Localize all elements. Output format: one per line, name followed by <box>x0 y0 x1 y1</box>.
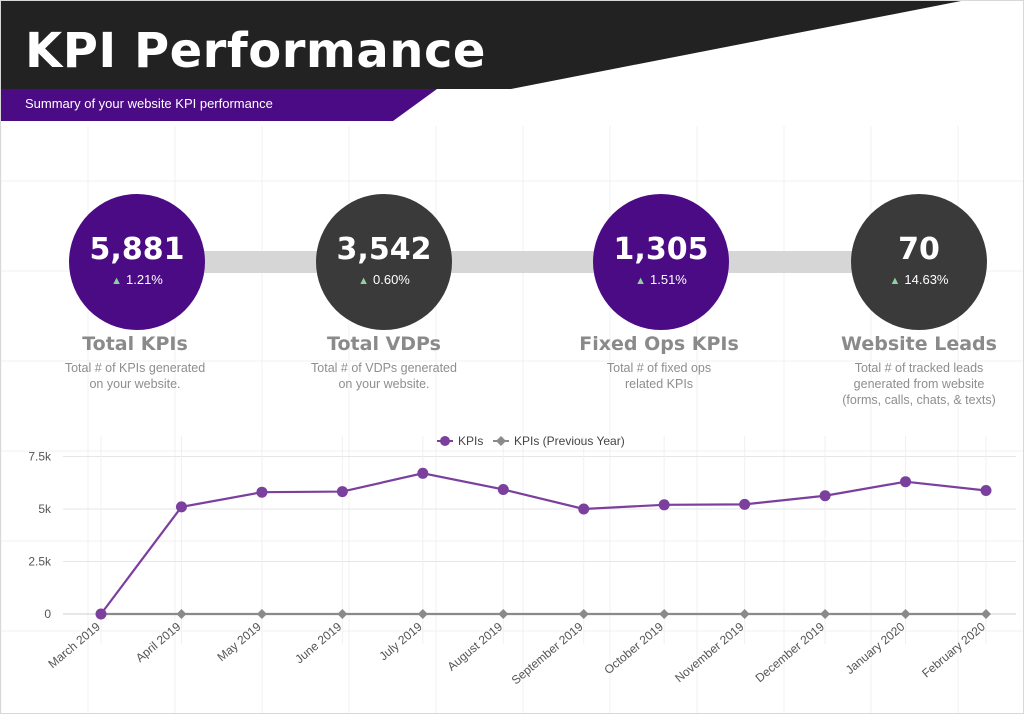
header-dark-band <box>1 1 961 89</box>
kpi-description: Total # of tracked leads generated from … <box>819 360 1019 408</box>
series-line <box>100 472 987 615</box>
x-tick-label: July 2019 <box>376 619 425 663</box>
kpi-circle-total-vdps: 3,542 ▲ 0.60% <box>316 194 452 330</box>
legend-label: KPIs <box>458 434 483 448</box>
data-point-kpis[interactable] <box>175 501 187 513</box>
kpi-change: 1.51% <box>650 272 687 287</box>
kpi-description-line: Total # of KPIs generated <box>64 361 206 375</box>
kpi-description: Total # of fixed ops related KPIs <box>559 360 759 392</box>
x-tick-label: December 2019 <box>753 619 828 685</box>
data-point-kpis[interactable] <box>417 467 429 479</box>
kpi-description-line: (forms, calls, chats, & texts) <box>842 393 996 407</box>
y-tick-label: 2.5k <box>28 555 52 569</box>
kpi-title: Fixed Ops KPIs <box>579 333 739 355</box>
kpi-description-line: Total # of VDPs generated <box>311 361 457 375</box>
legend-item[interactable]: KPIs (Previous Year) <box>493 434 625 448</box>
data-point-previous-year[interactable] <box>417 609 428 619</box>
kpi-value: 70 <box>898 232 940 267</box>
data-point-kpis[interactable] <box>578 503 590 515</box>
data-point-previous-year[interactable] <box>981 609 991 619</box>
kpi-title: Total VDPs <box>327 333 441 355</box>
x-tick-label: June 2019 <box>292 619 344 666</box>
kpi-description: Total # of VDPs generated on your websit… <box>284 360 484 392</box>
x-tick-label: March 2019 <box>45 619 103 671</box>
data-point-kpis[interactable] <box>900 476 912 488</box>
x-tick-label: October 2019 <box>601 619 666 677</box>
data-point-previous-year[interactable] <box>659 609 670 619</box>
kpi-description-line: generated from website <box>853 377 985 391</box>
kpi-title: Website Leads <box>841 333 997 355</box>
data-point-kpis[interactable] <box>256 486 268 498</box>
data-point-previous-year[interactable] <box>498 609 509 619</box>
kpi-title: Total KPIs <box>82 333 188 355</box>
data-point-kpis[interactable] <box>497 483 509 495</box>
kpi-connector-3 <box>725 251 857 273</box>
x-tick-label: May 2019 <box>214 619 264 664</box>
kpi-circle-total-kpis: 5,881 ▲ 1.21% <box>69 194 205 330</box>
x-tick-label: September 2019 <box>509 619 586 687</box>
kpi-description: Total # of KPIs generated on your websit… <box>35 360 235 392</box>
kpi-value: 1,305 <box>613 232 709 267</box>
data-point-previous-year[interactable] <box>578 609 589 619</box>
data-point-kpis[interactable] <box>739 498 751 510</box>
legend-marker <box>440 436 450 446</box>
kpi-change: 0.60% <box>373 272 410 287</box>
kpi-change: 1.21% <box>126 272 163 287</box>
x-tick-label: August 2019 <box>445 619 506 673</box>
kpi-description-line: Total # of tracked leads <box>854 361 984 375</box>
kpi-value: 5,881 <box>89 232 185 267</box>
kpi-value: 3,542 <box>336 232 432 267</box>
data-point-previous-year[interactable] <box>176 609 187 619</box>
y-tick-label: 7.5k <box>28 450 52 464</box>
data-point-kpis[interactable] <box>658 499 670 511</box>
data-point-previous-year[interactable] <box>256 609 267 619</box>
data-point-previous-year[interactable] <box>337 609 348 619</box>
data-point-previous-year[interactable] <box>739 609 750 619</box>
kpi-description-line: on your website. <box>89 377 181 391</box>
kpi-connector-1 <box>201 251 321 273</box>
y-tick-label: 5k <box>38 502 52 516</box>
legend-label: KPIs (Previous Year) <box>514 434 625 448</box>
data-point-previous-year[interactable] <box>900 609 911 619</box>
kpi-description-line: Total # of fixed ops <box>606 361 712 375</box>
data-point-kpis[interactable] <box>980 484 992 496</box>
y-tick-label: 0 <box>44 607 51 621</box>
trend-up-icon: ▲ <box>111 275 122 287</box>
header-banner <box>1 1 961 121</box>
x-tick-label: February 2020 <box>919 619 988 680</box>
data-point-kpis[interactable] <box>819 490 831 502</box>
data-point-kpis[interactable] <box>336 486 348 498</box>
kpi-line-chart: 0 2.5k 5k 7.5k March 2019 April 2019 May 2019 J… <box>28 434 1016 687</box>
data-point-kpis[interactable] <box>95 608 107 620</box>
kpi-change: 14.63% <box>904 272 949 287</box>
legend-item[interactable]: KPIs <box>437 434 483 448</box>
x-tick-label: January 2020 <box>843 619 908 677</box>
x-tick-label: April 2019 <box>133 619 184 665</box>
page-title: KPI Performance <box>25 23 486 79</box>
kpi-description-line: on your website. <box>338 377 430 391</box>
trend-up-icon: ▲ <box>889 275 901 287</box>
legend-marker <box>496 436 506 446</box>
header-purple-band <box>1 89 437 121</box>
x-tick-label: November 2019 <box>672 619 747 685</box>
kpi-circle-fixed-ops-kpis: 1,305 ▲ 1.51% <box>593 194 729 330</box>
kpi-description-line: related KPIs <box>624 377 694 391</box>
page-subtitle: Summary of your website KPI performance <box>25 96 273 111</box>
kpi-circle-website-leads: 70 ▲ 14.63% <box>851 194 987 330</box>
data-point-previous-year[interactable] <box>820 609 831 619</box>
trend-up-icon: ▲ <box>635 275 646 287</box>
trend-up-icon: ▲ <box>358 275 369 287</box>
kpi-connector-2 <box>447 251 599 273</box>
